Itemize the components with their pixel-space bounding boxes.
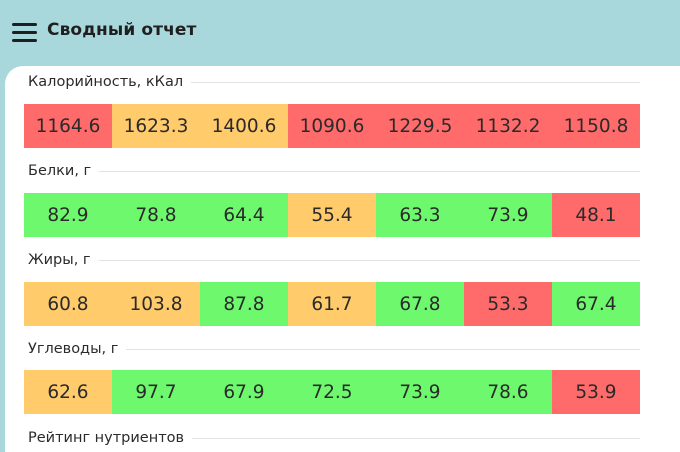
value-cell[interactable]: 63.3 bbox=[376, 193, 464, 237]
value-cell[interactable]: 103.8 bbox=[112, 282, 200, 326]
section-label: Углеводы, г bbox=[28, 341, 119, 357]
value-cell[interactable]: 48.1 bbox=[552, 193, 640, 237]
value-cell[interactable]: 73.9 bbox=[376, 370, 464, 414]
section-label: Белки, г bbox=[28, 163, 92, 179]
value-cell[interactable]: 78.8 bbox=[112, 193, 200, 237]
value-cell[interactable]: 62.6 bbox=[24, 370, 112, 414]
value-cell[interactable]: 1090.6 bbox=[288, 104, 376, 148]
value-cell[interactable]: 1229.5 bbox=[376, 104, 464, 148]
value-cell[interactable]: 78.6 bbox=[464, 370, 552, 414]
value-row: 62.6 97.7 67.9 72.5 73.9 78.6 53.9 bbox=[24, 370, 640, 414]
value-cell[interactable]: 67.8 bbox=[376, 282, 464, 326]
value-cell[interactable]: 97.7 bbox=[112, 370, 200, 414]
section-divider bbox=[99, 171, 640, 172]
value-cell[interactable]: 55.4 bbox=[288, 193, 376, 237]
value-row: 82.9 78.8 64.4 55.4 63.3 73.9 48.1 bbox=[24, 193, 640, 237]
value-row: 1164.6 1623.3 1400.6 1090.6 1229.5 1132.2 1150… bbox=[24, 104, 640, 148]
value-cell[interactable]: 53.9 bbox=[552, 370, 640, 414]
value-cell[interactable]: 60.8 bbox=[24, 282, 112, 326]
section-label: Жиры, г bbox=[28, 252, 91, 268]
value-cell[interactable]: 87.8 bbox=[200, 282, 288, 326]
value-cell[interactable]: 67.4 bbox=[552, 282, 640, 326]
value-cell[interactable]: 72.5 bbox=[288, 370, 376, 414]
section-label: Калорийность, кКал bbox=[28, 74, 184, 90]
page-title: Сводный отчет bbox=[47, 20, 197, 40]
value-cell[interactable]: 53.3 bbox=[464, 282, 552, 326]
app-header: Сводный отчет bbox=[0, 0, 680, 66]
value-cell[interactable]: 64.4 bbox=[200, 193, 288, 237]
value-cell[interactable]: 1164.6 bbox=[24, 104, 112, 148]
value-cell[interactable]: 1132.2 bbox=[464, 104, 552, 148]
section-divider bbox=[191, 82, 640, 83]
value-cell[interactable]: 1400.6 bbox=[200, 104, 288, 148]
section-label: Рейтинг нутриентов bbox=[28, 430, 185, 446]
value-row: 60.8 103.8 87.8 61.7 67.8 53.3 67.4 bbox=[24, 282, 640, 326]
value-cell[interactable]: 73.9 bbox=[464, 193, 552, 237]
section-divider bbox=[99, 260, 640, 261]
section-divider bbox=[192, 438, 640, 439]
value-cell[interactable]: 1150.8 bbox=[552, 104, 640, 148]
value-cell[interactable]: 61.7 bbox=[288, 282, 376, 326]
value-cell[interactable]: 1623.3 bbox=[112, 104, 200, 148]
value-cell[interactable]: 82.9 bbox=[24, 193, 112, 237]
section-divider bbox=[126, 349, 640, 350]
value-cell[interactable]: 67.9 bbox=[200, 370, 288, 414]
hamburger-menu-icon[interactable] bbox=[12, 22, 37, 42]
